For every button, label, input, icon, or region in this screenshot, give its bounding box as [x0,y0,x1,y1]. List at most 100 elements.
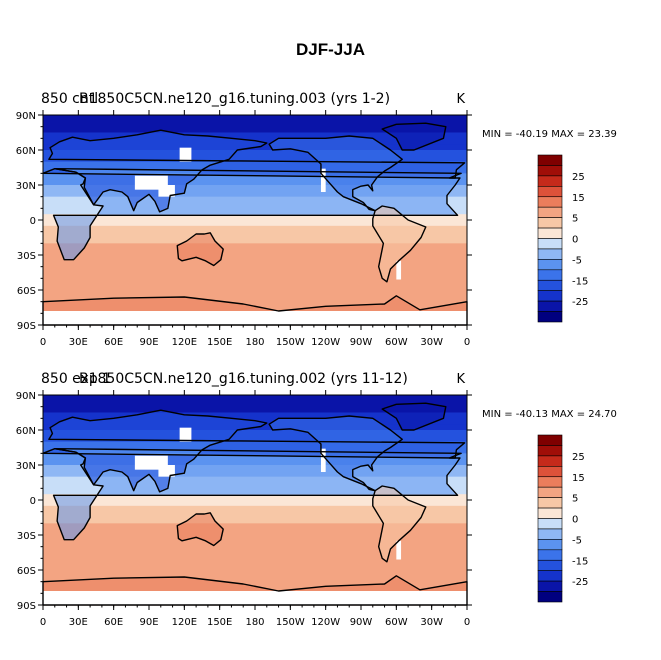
x-tick-label: 120W [311,617,340,628]
coastline [372,205,427,283]
colorbar-label: -15 [572,276,588,287]
y-tick-label: 90N [16,391,36,402]
panel-units: K [456,92,465,107]
coastline [372,485,427,563]
missing-data-patch [179,427,192,442]
colorbar-label: 5 [572,214,578,225]
field-band [43,581,467,589]
field-band [43,132,467,139]
min-max-label: MIN = -40.13 MAX = 24.70 [482,409,617,420]
x-tick-label: 60E [104,617,123,628]
field-band [43,529,467,536]
y-tick-label: 30N [16,461,36,472]
field-band [43,260,467,268]
colorbar-segment [537,165,563,177]
missing-data-patch [320,168,326,192]
figure-title: DJF-JJA [296,40,365,59]
panel-units: K [456,372,465,387]
colorbar-label: 0 [572,235,578,246]
field-band [43,494,467,501]
y-tick-label: 30N [16,181,36,192]
colorbar-segment [537,486,563,498]
field-band [43,231,467,239]
colorbar-segment [537,591,563,603]
coastline [268,415,403,492]
x-tick-label: 0 [40,337,46,348]
x-tick-label: 60W [385,337,408,348]
colorbar-label: 5 [572,494,578,505]
field-band [43,115,467,122]
colorbar-segment [537,186,563,198]
colorbar-segment [537,217,563,229]
missing-data-patch [158,185,175,197]
field-band [43,540,467,548]
x-tick-label: 60E [104,337,123,348]
y-tick-label: 90N [16,111,36,122]
missing-data-patch [43,591,467,605]
x-tick-label: 120E [172,337,197,348]
field-band [43,225,467,233]
colorbar-segment [537,445,563,457]
missing-data-patch [158,465,175,477]
colorbar-segment [537,290,563,302]
y-tick-label: 60S [17,286,36,297]
colorbar-segment [537,507,563,519]
land-anomaly [177,232,224,266]
field-band [43,500,467,507]
field-band [43,266,467,274]
min-max-label: MIN = -40.19 MAX = 23.39 [482,129,617,140]
panel-bottom: 0 30E 60E 90E 120E 150E 180 150W 120W 90W 60W 30W 09… [16,371,617,628]
x-tick-label: 90W [350,337,373,348]
missing-data-patch [179,147,192,162]
colorbar-segment [537,238,563,250]
field-band [43,400,467,408]
coastline [381,122,447,151]
colorbar-segment [537,518,563,530]
colorbar-segment [537,559,563,571]
missing-data-patch [396,540,402,560]
missing-data-patch [396,260,402,280]
x-tick-label: 0 [40,617,46,628]
colorbar-segment [537,175,563,187]
field-band [43,150,467,157]
y-tick-label: 60N [16,146,36,157]
colorbar-segment [537,580,563,592]
y-tick-label: 0 [30,216,36,227]
land-anomaly [372,486,426,562]
colorbar-segment [537,311,563,323]
colorbar-segment [537,476,563,488]
x-tick-label: 30E [69,617,88,628]
x-tick-label: 90E [139,617,158,628]
field-band [43,412,467,419]
field-band [43,535,467,542]
y-tick-label: 90S [17,601,36,612]
coastline [268,135,403,212]
field-band [43,511,467,519]
coastline [176,232,224,267]
field-band [43,237,467,244]
field-band [43,558,467,565]
colorbar-label: -5 [572,535,582,546]
colorbar-segment [537,549,563,561]
missing-data-patch [43,311,467,325]
field-band [43,552,467,559]
panel-top: 0 30E 60E 90E 120E 150E 180 150W 120W 90W 60W 30W 09… [16,91,617,348]
colorbar-label: -15 [572,556,588,567]
coastline [42,129,466,213]
coastline [42,409,466,493]
land-anomaly [372,206,426,282]
field-band [43,220,467,227]
x-tick-label: 30E [69,337,88,348]
x-tick-label: 60W [385,617,408,628]
field-band [43,570,467,577]
colorbar-label: -25 [572,577,588,588]
x-tick-label: 120E [172,617,197,628]
panel-title-overlap: B1850C5CN.ne120_g16.tuning.003 (yrs 1-2) [79,91,390,107]
coastline [176,512,224,547]
x-tick-label: 150E [207,617,232,628]
colorbar-segment [537,497,563,509]
x-tick-label: 180 [245,337,264,348]
colorbar-segment [537,300,563,312]
colorbar-segment [537,206,563,218]
